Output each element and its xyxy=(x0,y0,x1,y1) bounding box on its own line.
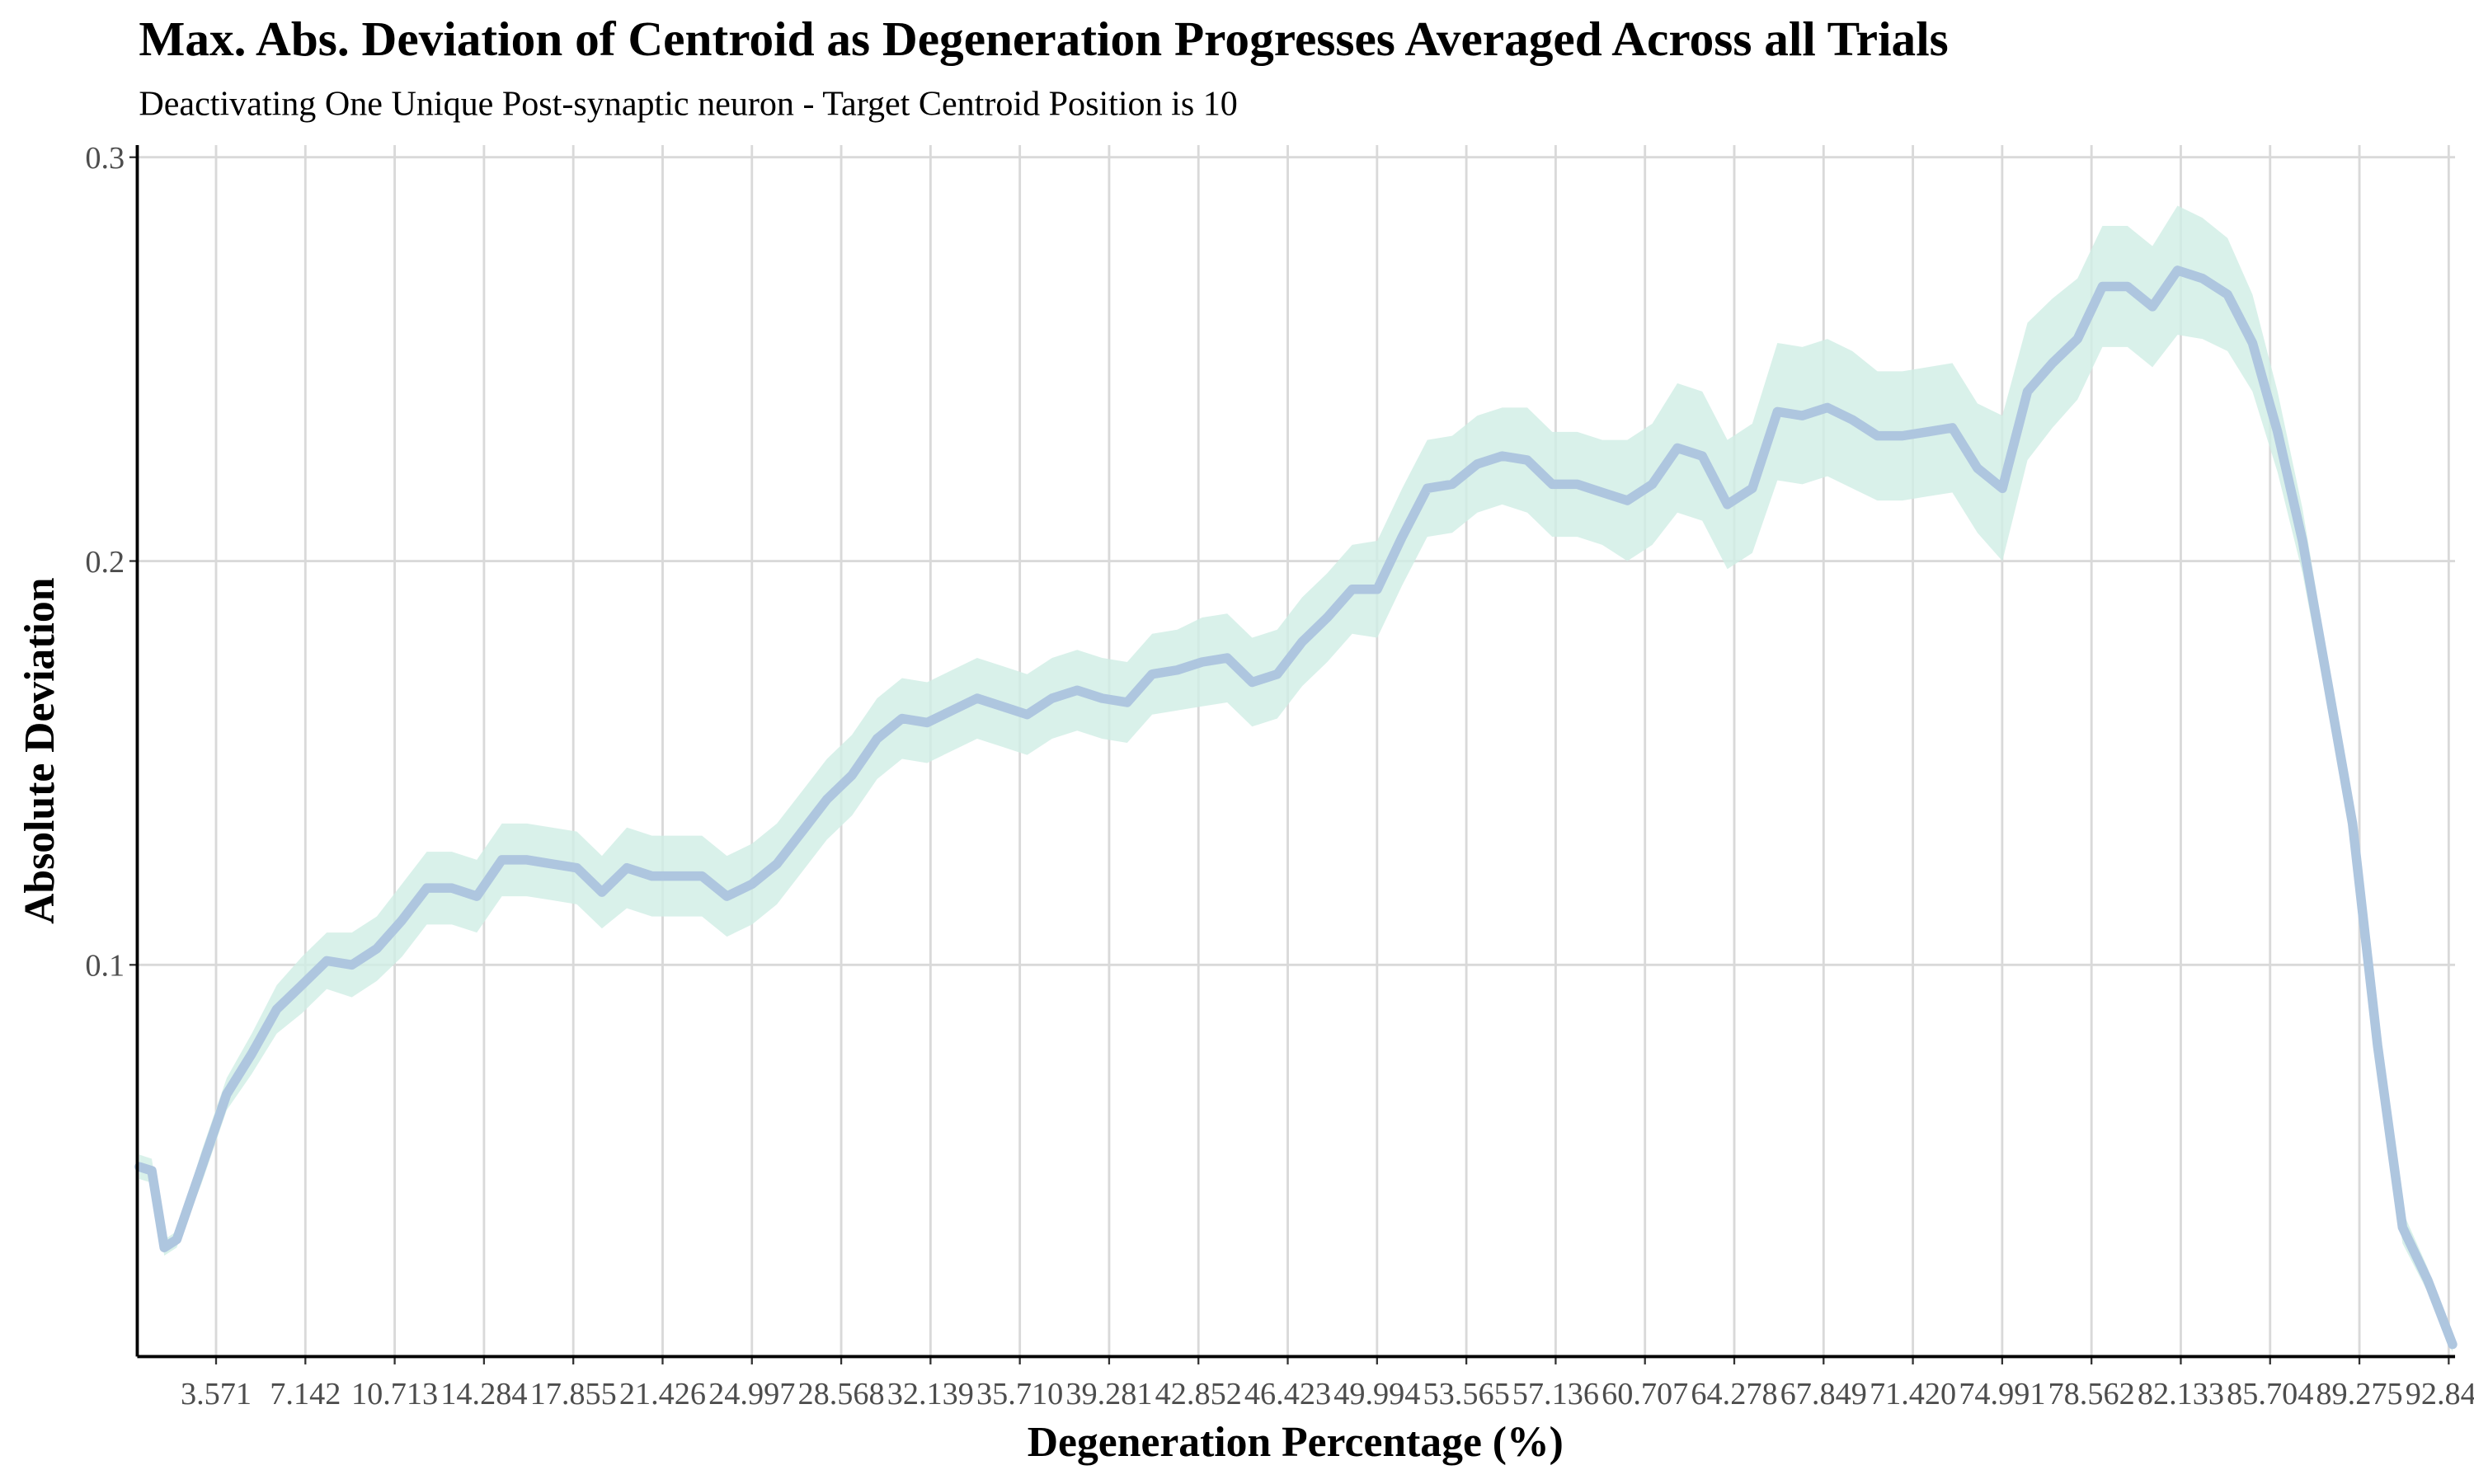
x-tick-label: 71.420 xyxy=(1870,1377,1956,1411)
x-tick-label: 67.849 xyxy=(1780,1377,1867,1411)
x-tick-label: 17.855 xyxy=(530,1377,617,1411)
confidence-band xyxy=(139,205,2453,1353)
x-tick-label: 28.568 xyxy=(797,1377,884,1411)
x-tick-label: 24.997 xyxy=(708,1377,795,1411)
x-tick-label: 60.707 xyxy=(1602,1377,1688,1411)
x-tick-label: 85.704 xyxy=(2227,1377,2313,1411)
x-tick-label: 21.426 xyxy=(619,1377,706,1411)
x-tick-label: 10.713 xyxy=(351,1377,438,1411)
x-tick-label: 78.562 xyxy=(2048,1377,2135,1411)
x-tick-label: 82.133 xyxy=(2138,1377,2224,1411)
y-tick-label: 0.3 xyxy=(85,141,125,176)
x-tick-label: 39.281 xyxy=(1065,1377,1152,1411)
x-tick-label: 3.571 xyxy=(181,1377,252,1411)
x-tick-label: 74.991 xyxy=(1959,1377,2045,1411)
x-tick-label: 14.284 xyxy=(440,1377,527,1411)
x-tick-label: 49.994 xyxy=(1333,1377,1420,1411)
x-tick-label: 57.136 xyxy=(1512,1377,1599,1411)
chart-title: Max. Abs. Deviation of Centroid as Degen… xyxy=(139,12,1948,66)
y-tick-label: 0.2 xyxy=(85,545,125,580)
x-tick-label: 42.852 xyxy=(1155,1377,1242,1411)
y-tick-label: 0.1 xyxy=(85,949,125,984)
line xyxy=(134,265,2458,1350)
x-tick-label: 64.278 xyxy=(1691,1377,1777,1411)
x-tick-label: 35.710 xyxy=(976,1377,1063,1411)
x-tick-label: 92.846 xyxy=(2406,1377,2474,1411)
x-tick-label: 46.423 xyxy=(1244,1377,1331,1411)
x-axis-title: Degeneration Percentage (%) xyxy=(1028,1419,1564,1466)
chart-subtitle: Deactivating One Unique Post-synaptic ne… xyxy=(139,85,1237,124)
x-tick-label: 7.142 xyxy=(270,1377,341,1411)
x-tick-label: 53.565 xyxy=(1423,1377,1510,1411)
y-axis-title: Absolute Deviation xyxy=(16,578,63,924)
x-tick-label: 32.139 xyxy=(887,1377,974,1411)
x-tick-label: 89.275 xyxy=(2316,1377,2402,1411)
